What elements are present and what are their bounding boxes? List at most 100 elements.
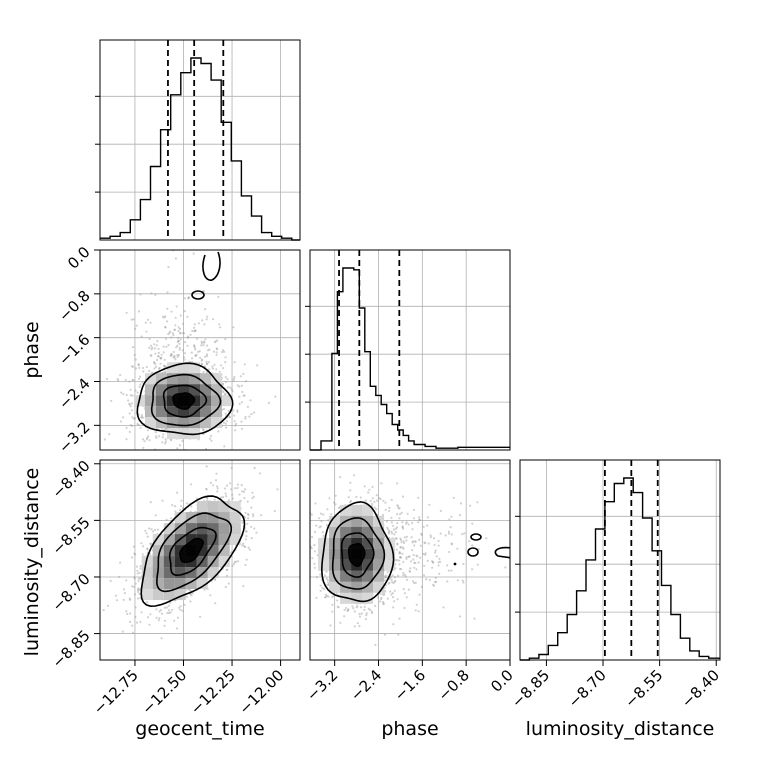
scatter-point	[172, 334, 175, 337]
scatter-point	[379, 600, 382, 603]
scatter-point	[459, 514, 462, 517]
scatter-point	[157, 355, 160, 358]
density-cell	[351, 515, 363, 527]
scatter-point	[207, 361, 210, 364]
scatter-point	[388, 506, 391, 509]
scatter-point	[383, 579, 386, 582]
scatter-point	[168, 331, 171, 334]
scatter-point	[169, 611, 172, 614]
scatter-point	[173, 451, 175, 453]
scatter-point	[399, 537, 402, 540]
scatter-point	[392, 606, 395, 609]
scatter-point	[363, 605, 366, 609]
scatter-point	[206, 362, 209, 365]
scatter-point	[127, 399, 130, 402]
density-cell	[329, 559, 341, 571]
scatter-point	[387, 582, 390, 585]
scatter-point	[146, 318, 150, 321]
scatter-point	[415, 554, 418, 557]
scatter-point	[476, 563, 479, 566]
scatter-point	[137, 363, 140, 367]
density-cell	[163, 545, 175, 557]
scatter-point	[242, 394, 245, 397]
scatter-point	[398, 556, 402, 559]
scatter-point	[412, 553, 415, 557]
scatter-point	[140, 335, 143, 338]
scatter-point	[381, 601, 385, 604]
scatter-point	[352, 474, 356, 477]
scatter-point	[138, 377, 141, 380]
scatter-point	[177, 330, 180, 333]
scatter-point	[246, 522, 249, 525]
scatter-point	[347, 608, 350, 611]
scatter-point	[267, 401, 270, 404]
scatter-point	[238, 395, 241, 398]
scatter-point	[138, 366, 141, 369]
scatter-point	[183, 352, 187, 355]
density-cell	[152, 578, 164, 590]
scatter-point	[339, 476, 342, 479]
scatter-point	[405, 557, 408, 561]
scatter-point	[325, 577, 328, 580]
scatter-point	[416, 555, 419, 558]
scatter-point	[236, 409, 239, 412]
scatter-point	[179, 608, 182, 611]
scatter-point	[161, 436, 164, 439]
scatter-point	[398, 517, 401, 520]
density-cell	[141, 589, 153, 601]
scatter-point	[164, 326, 167, 329]
scatter-point	[336, 605, 339, 608]
scatter-point	[369, 499, 372, 502]
scatter-point	[182, 507, 185, 510]
density-cell	[155, 384, 167, 396]
scatter-point	[394, 559, 397, 562]
scatter-point	[163, 358, 166, 361]
scatter-point	[130, 409, 133, 412]
scatter-point	[405, 539, 408, 542]
y-tick-label: −8.40	[48, 457, 93, 502]
scatter-point	[244, 538, 247, 541]
scatter-point	[253, 466, 256, 470]
scatter-point	[396, 504, 399, 507]
scatter-point	[390, 498, 393, 501]
scatter-point	[227, 409, 230, 412]
scatter-point	[149, 613, 152, 616]
scatter-point	[412, 517, 416, 520]
scatter-point	[128, 380, 131, 383]
scatter-point	[434, 576, 437, 580]
scatter-point	[412, 558, 415, 561]
density-cell	[362, 537, 374, 549]
density-cell	[318, 537, 330, 549]
data-layer	[100, 40, 720, 661]
scatter-point	[315, 596, 318, 600]
scatter-point	[205, 360, 208, 363]
scatter-point	[153, 343, 156, 346]
density-cell	[188, 373, 200, 385]
density-cell	[166, 362, 178, 374]
scatter-point	[459, 615, 462, 618]
density-cell	[163, 534, 175, 546]
scatter-point	[125, 438, 128, 441]
scatter-point	[302, 559, 304, 561]
scatter-point	[323, 587, 326, 591]
histogram-phase	[310, 267, 510, 451]
scatter-point	[374, 604, 377, 608]
scatter-point	[381, 593, 384, 596]
scatter-point	[345, 607, 348, 610]
density-cell	[210, 373, 222, 385]
density-cell	[229, 501, 241, 513]
scatter-point	[418, 593, 421, 596]
scatter-point	[408, 570, 412, 573]
scatter-point	[234, 429, 237, 432]
density-cell	[196, 567, 208, 579]
density-cell	[155, 395, 167, 407]
scatter-point	[193, 326, 196, 329]
density-cell	[207, 501, 219, 513]
scatter-point	[133, 353, 136, 357]
scatter-point	[319, 573, 322, 576]
scatter-point	[274, 395, 277, 398]
contour-line	[340, 532, 375, 578]
scatter-point	[171, 504, 174, 507]
scatter-point	[398, 559, 401, 562]
